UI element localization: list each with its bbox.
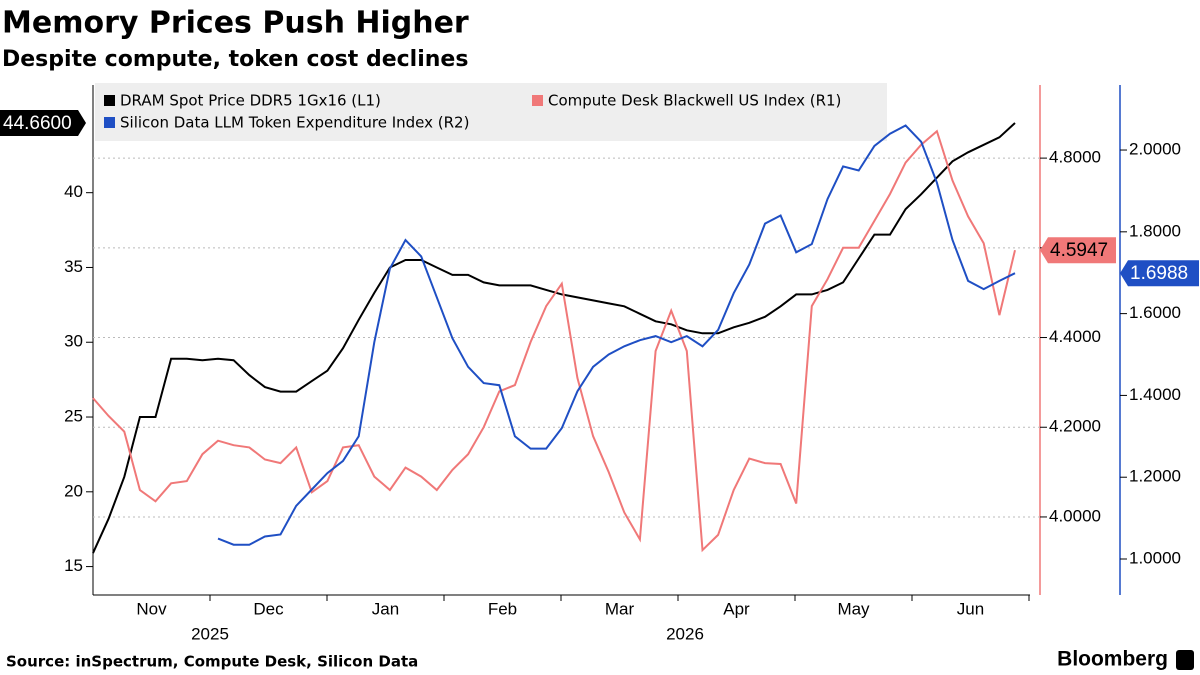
x-tick-label: Apr	[723, 599, 750, 618]
end-tag	[1120, 260, 1199, 287]
y-tick-label: 20	[64, 481, 83, 500]
legend-swatch	[532, 95, 543, 106]
legend-label: DRAM Spot Price DDR5 1Gx16 (L1)	[120, 92, 381, 110]
y-tick-label: 40	[64, 182, 83, 201]
y2-tick-label: 4.2000	[1049, 417, 1101, 436]
y2-tick-label: 4.4000	[1049, 327, 1101, 346]
y3-tick-label: 1.0000	[1129, 548, 1181, 567]
year-label: 2025	[191, 624, 229, 643]
y-tick-label: 25	[64, 407, 83, 426]
series-line	[92, 122, 1016, 554]
y3-tick-label: 1.2000	[1129, 467, 1181, 486]
y3-tick-label: 1.4000	[1129, 385, 1181, 404]
legend-box	[95, 83, 887, 141]
y-tick-label: 30	[64, 332, 83, 351]
end-label: 4.5947	[1050, 240, 1108, 261]
brand: Bloomberg	[1057, 648, 1168, 671]
y2-tick-label: 4.0000	[1049, 506, 1101, 525]
y-tick-label: 35	[64, 257, 83, 276]
x-tick-label: May	[837, 599, 870, 618]
end-label: 1.6988	[1130, 263, 1188, 284]
y3-tick-label: 1.8000	[1129, 221, 1181, 240]
x-tick-label: Jan	[372, 599, 399, 618]
brand-icon	[1176, 650, 1194, 670]
chart-title: Memory Prices Push Higher	[2, 6, 469, 41]
series-line	[217, 124, 1016, 546]
legend-label: Compute Desk Blackwell US Index (R1)	[548, 92, 841, 110]
x-tick-label: Mar	[605, 599, 635, 618]
y3-tick-label: 2.0000	[1129, 140, 1181, 159]
y-tick-label: 15	[64, 556, 83, 575]
y3-tick-label: 1.6000	[1129, 303, 1181, 322]
year-label: 2026	[666, 624, 704, 643]
legend-label: Silicon Data LLM Token Expenditure Index…	[120, 114, 469, 132]
end-label: 44.6600	[3, 113, 72, 134]
x-tick-label: Dec	[253, 599, 284, 618]
y2-tick-label: 4.8000	[1049, 148, 1101, 167]
legend-swatch	[104, 117, 115, 128]
end-tag	[1040, 237, 1116, 264]
series-line	[92, 129, 1016, 553]
x-tick-label: Nov	[136, 599, 167, 618]
source: Source: inSpectrum, Compute Desk, Silico…	[6, 653, 418, 671]
legend-swatch	[104, 95, 115, 106]
x-tick-label: Feb	[488, 599, 517, 618]
end-tag	[0, 109, 86, 136]
chart-subtitle: Despite compute, token cost declines	[2, 47, 468, 72]
x-tick-label: Jun	[957, 599, 984, 618]
